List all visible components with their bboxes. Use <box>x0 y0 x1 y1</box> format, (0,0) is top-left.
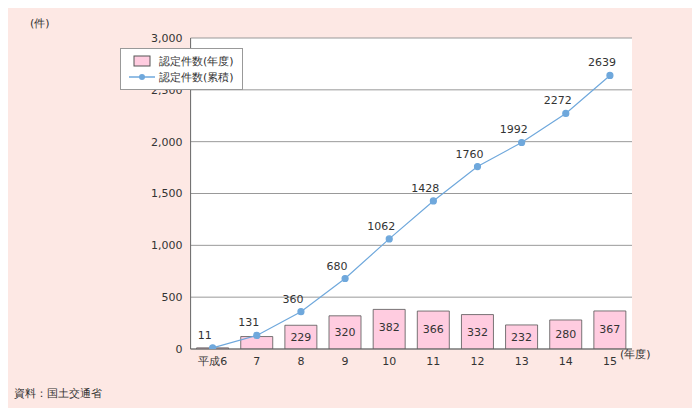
svg-text:8: 8 <box>297 355 304 368</box>
svg-text:280: 280 <box>555 328 576 341</box>
svg-text:320: 320 <box>335 326 356 339</box>
html-text:(件): (件) <box>30 17 50 30</box>
svg-text:366: 366 <box>423 323 444 336</box>
html-text:資料：国土交通省: 資料：国土交通省 <box>14 387 102 400</box>
html-text:認定件数(累積): 認定件数(累積) <box>159 70 234 84</box>
svg-text:2,000: 2,000 <box>151 136 183 149</box>
svg-text:12: 12 <box>471 355 485 368</box>
svg-text:13: 13 <box>515 355 529 368</box>
svg-text:1,000: 1,000 <box>151 239 183 252</box>
svg-text:2639: 2639 <box>588 56 616 69</box>
svg-text:14: 14 <box>559 355 573 368</box>
svg-text:3,000: 3,000 <box>151 32 183 45</box>
svg-text:332: 332 <box>467 326 488 339</box>
svg-text:1062: 1062 <box>367 220 395 233</box>
svg-text:360: 360 <box>282 293 303 306</box>
svg-text:15: 15 <box>603 355 617 368</box>
html-text:認定件数(年度): 認定件数(年度) <box>159 54 234 68</box>
svg-text:1760: 1760 <box>456 148 484 161</box>
svg-text:1428: 1428 <box>411 182 439 195</box>
svg-text:229: 229 <box>290 331 311 344</box>
svg-text:平成6: 平成6 <box>198 355 227 368</box>
svg-text:680: 680 <box>327 260 348 273</box>
svg-text:382: 382 <box>379 321 400 334</box>
svg-text:11: 11 <box>426 355 440 368</box>
svg-text:2272: 2272 <box>544 94 572 107</box>
svg-text:232: 232 <box>511 331 532 344</box>
svg-text:367: 367 <box>599 323 620 336</box>
svg-text:1,500: 1,500 <box>151 187 183 200</box>
svg-text:500: 500 <box>162 291 183 304</box>
html-text:(年度): (年度) <box>620 348 651 361</box>
svg-text:2,500: 2,500 <box>151 84 183 97</box>
svg-text:131: 131 <box>238 316 259 329</box>
svg-text:0: 0 <box>176 343 183 356</box>
svg-text:11: 11 <box>198 329 212 342</box>
svg-text:10: 10 <box>382 355 396 368</box>
svg-text:9: 9 <box>342 355 349 368</box>
svg-text:1992: 1992 <box>500 123 528 136</box>
svg-text:7: 7 <box>253 355 260 368</box>
